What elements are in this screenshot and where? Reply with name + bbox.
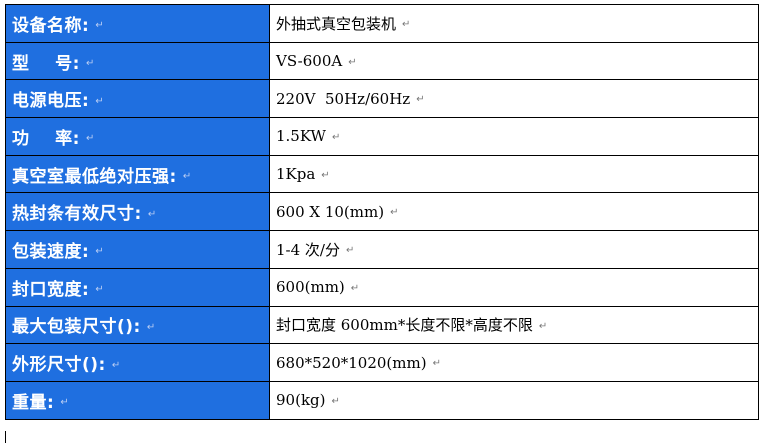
spec-value: 680*520*1020(mm) xyxy=(276,353,427,372)
paragraph-mark-icon: ↵ xyxy=(182,171,192,183)
spec-row: 设备名称: ↵ 外抽式真空包装机 ↵ xyxy=(5,4,759,43)
paragraph-mark-icon: ↵ xyxy=(95,246,105,258)
text-cursor xyxy=(5,431,6,443)
spec-value-cell: 外抽式真空包装机 ↵ xyxy=(269,4,759,43)
spec-row: 重量: ↵ 90(kg) ↵ xyxy=(5,380,759,420)
spec-label: 外形尺寸(): xyxy=(12,355,106,376)
spec-value: 220V 50Hz/60Hz xyxy=(276,89,411,108)
spec-value-cell: VS-600A ↵ xyxy=(269,41,759,81)
spec-value: 外抽式真空包装机 xyxy=(276,14,397,33)
spec-label: 真空室最低绝对压强: xyxy=(12,166,177,187)
spec-value: 1.5KW xyxy=(276,127,326,146)
spec-value-cell: 680*520*1020(mm) ↵ xyxy=(269,343,759,382)
spec-row: 热封条有效尺寸: ↵ 600 X 10(mm) ↵ xyxy=(5,192,759,232)
spec-label: 电源电压: xyxy=(12,91,90,112)
paragraph-mark-icon: ↵ xyxy=(85,58,95,70)
spec-value-cell: 1Kpa ↵ xyxy=(269,154,759,194)
spec-row: 最大包装尺寸(): ↵ 封口宽度 600mm*长度不限*高度不限 ↵ xyxy=(5,305,759,345)
spec-label-cell: 电源电压: ↵ xyxy=(5,79,270,119)
paragraph-mark-icon: ↵ xyxy=(321,169,330,181)
paragraph-mark-icon: ↵ xyxy=(432,358,441,370)
spec-label-cell: 功 率: ↵ xyxy=(5,117,270,156)
paragraph-mark-icon: ↵ xyxy=(60,397,70,409)
spec-label-cell: 设备名称: ↵ xyxy=(5,4,270,43)
paragraph-mark-icon: ↵ xyxy=(538,320,548,332)
spec-value-cell: 封口宽度 600mm*长度不限*高度不限 ↵ xyxy=(269,305,759,345)
spec-row: 外形尺寸(): ↵ 680*520*1020(mm) ↵ xyxy=(5,343,759,382)
paragraph-mark-icon: ↵ xyxy=(416,94,425,106)
spec-row: 包装速度: ↵ 1-4 次/分 ↵ xyxy=(5,230,759,269)
spec-row: 型 号: ↵ VS-600A ↵ xyxy=(5,41,759,81)
paragraph-mark-icon: ↵ xyxy=(95,95,105,107)
spec-label: 设备名称: xyxy=(12,15,90,36)
paragraph-mark-icon: ↵ xyxy=(331,395,340,407)
spec-label: 型 号: xyxy=(12,53,80,74)
spec-label: 热封条有效尺寸: xyxy=(12,204,142,225)
spec-value: 1-4 次/分 xyxy=(276,240,340,259)
paragraph-mark-icon: ↵ xyxy=(85,133,95,145)
spec-label: 功 率: xyxy=(12,128,80,149)
spec-label-cell: 最大包装尺寸(): ↵ xyxy=(5,305,270,345)
paragraph-mark-icon: ↵ xyxy=(350,282,360,294)
paragraph-mark-icon: ↵ xyxy=(111,359,121,371)
spec-label-cell: 包装速度: ↵ xyxy=(5,230,270,269)
spec-label-cell: 外形尺寸(): ↵ xyxy=(5,343,270,382)
spec-label-cell: 重量: ↵ xyxy=(5,380,270,420)
spec-label-cell: 封口宽度: ↵ xyxy=(5,267,270,307)
spec-label-cell: 热封条有效尺寸: ↵ xyxy=(5,192,270,232)
spec-label: 包装速度: xyxy=(12,241,90,262)
spec-value-cell: 1-4 次/分 ↵ xyxy=(269,230,759,269)
paragraph-mark-icon: ↵ xyxy=(331,131,341,143)
spec-label: 封口宽度: xyxy=(12,279,90,300)
spec-label: 重量: xyxy=(12,392,55,413)
paragraph-mark-icon: ↵ xyxy=(402,19,411,31)
spec-value-cell: 90(kg) ↵ xyxy=(269,380,759,420)
spec-row: 封口宽度: ↵ 600(mm) ↵ xyxy=(5,267,759,307)
spec-value-cell: 600 X 10(mm) ↵ xyxy=(269,192,759,232)
paragraph-mark-icon: ↵ xyxy=(146,321,156,333)
spec-row: 电源电压: ↵ 220V 50Hz/60Hz ↵ xyxy=(5,79,759,119)
spec-value: 1Kpa xyxy=(276,165,316,184)
spec-value-cell: 600(mm) ↵ xyxy=(269,267,759,307)
paragraph-mark-icon: ↵ xyxy=(147,208,157,220)
spec-table: 设备名称: ↵ 外抽式真空包装机 ↵ 型 号: ↵ VS-600A ↵ 电源电压: ↵ 220V 5… xyxy=(5,4,759,420)
spec-label: 最大包装尺寸(): xyxy=(12,317,141,338)
spec-value-cell: 1.5KW ↵ xyxy=(269,117,759,156)
spec-value: 封口宽度 600mm*长度不限*高度不限 xyxy=(276,316,533,335)
paragraph-mark-icon: ↵ xyxy=(95,20,105,32)
spec-label-cell: 型 号: ↵ xyxy=(5,41,270,81)
spec-table-body: 设备名称: ↵ 外抽式真空包装机 ↵ 型 号: ↵ VS-600A ↵ 电源电压: ↵ 220V 5… xyxy=(5,4,759,420)
paragraph-mark-icon: ↵ xyxy=(348,56,357,68)
paragraph-mark-icon: ↵ xyxy=(390,207,399,219)
spec-row: 功 率: ↵ 1.5KW ↵ xyxy=(5,117,759,156)
paragraph-mark-icon: ↵ xyxy=(95,284,105,296)
spec-label-cell: 真空室最低绝对压强: ↵ xyxy=(5,154,270,194)
spec-value: 600(mm) xyxy=(276,278,345,297)
spec-row: 真空室最低绝对压强: ↵ 1Kpa ↵ xyxy=(5,154,759,194)
spec-value: VS-600A xyxy=(276,52,343,71)
spec-value-cell: 220V 50Hz/60Hz ↵ xyxy=(269,79,759,119)
spec-value: 600 X 10(mm) xyxy=(276,202,385,221)
spec-value: 90(kg) xyxy=(276,391,326,410)
paragraph-mark-icon: ↵ xyxy=(345,245,355,257)
